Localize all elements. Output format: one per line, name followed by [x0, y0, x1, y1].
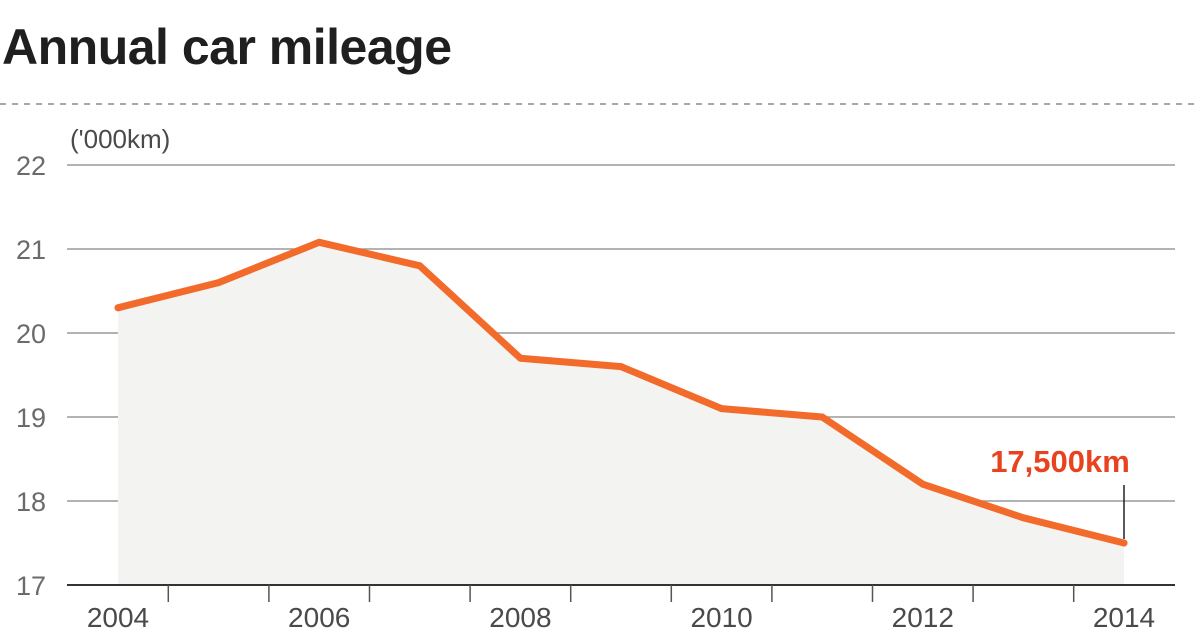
data-point [1019, 514, 1027, 522]
data-point [516, 354, 524, 362]
x-tick-label: 2004 [87, 602, 149, 630]
y-tick-label: 18 [16, 487, 46, 517]
annotation-label: 17,500km [990, 444, 1130, 479]
data-point [215, 279, 223, 287]
y-tick-label: 22 [16, 151, 46, 181]
x-tick-label: 2008 [489, 602, 551, 630]
data-point [315, 238, 323, 246]
data-point [617, 363, 625, 371]
data-point [818, 413, 826, 421]
x-tick-label: 2006 [288, 602, 350, 630]
y-tick-label: 19 [16, 403, 46, 433]
y-tick-label: 21 [16, 235, 46, 265]
data-point [718, 405, 726, 413]
x-tick-label: 2010 [690, 602, 752, 630]
chart-title: Annual car mileage [2, 19, 452, 75]
data-point [416, 262, 424, 270]
data-point [114, 304, 122, 312]
data-point [919, 480, 927, 488]
series-area [118, 242, 1124, 585]
y-tick-label: 20 [16, 319, 46, 349]
x-tick-label: 2014 [1093, 602, 1155, 630]
data-point [1120, 539, 1128, 547]
y-tick-label: 17 [16, 571, 46, 601]
x-tick-label: 2012 [892, 602, 954, 630]
y-unit-label: ('000km) [70, 124, 170, 154]
